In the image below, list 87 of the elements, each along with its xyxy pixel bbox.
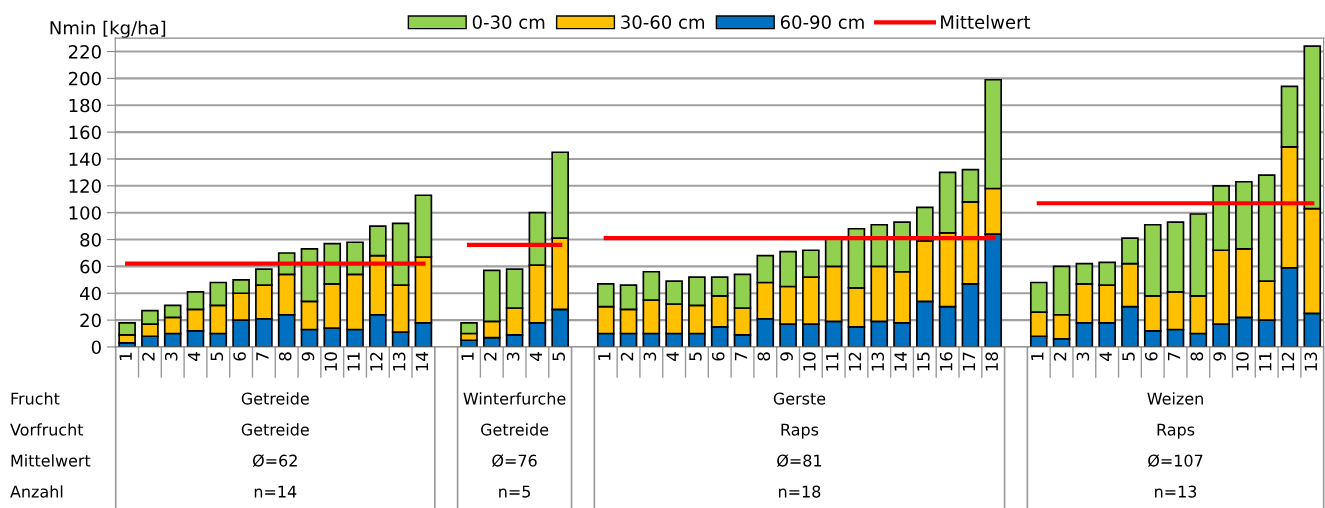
x-tick-label: 9	[301, 352, 315, 361]
x-tick-label: 18	[985, 352, 999, 371]
legend-label: 0-30 cm	[472, 15, 545, 29]
legend-label: 30-60 cm	[621, 15, 705, 29]
x-tick-label: 12	[1281, 352, 1295, 371]
text: n=13	[1155, 485, 1197, 498]
x-tick-label: 6	[1144, 352, 1158, 361]
x-tick-label: 1	[1031, 352, 1044, 360]
x-tick-label: 4	[187, 352, 201, 361]
text: Weizen	[1147, 392, 1203, 405]
x-tick-label: 5	[689, 352, 702, 361]
text: Anzahl	[10, 485, 63, 498]
text: Mittelwert	[11, 454, 91, 467]
text: Raps	[781, 423, 819, 439]
x-tick-label: 11	[1259, 352, 1272, 371]
x-tick-label: 12	[370, 352, 383, 371]
y-tick-label: 0	[91, 340, 101, 355]
x-tick-label: 16	[939, 352, 953, 371]
x-tick-label: 17	[962, 352, 976, 371]
text: Frucht	[11, 392, 60, 405]
x-tick-label: 3	[506, 352, 520, 361]
legend-label: Mittelwert	[941, 14, 1031, 29]
text: Raps	[1157, 423, 1195, 439]
text: Getreide	[481, 423, 549, 436]
x-tick-label: 8	[1190, 352, 1204, 361]
text: Ø=62	[252, 454, 297, 467]
x-tick-label: 1	[461, 352, 474, 360]
x-tick-label: 3	[1076, 352, 1090, 361]
x-tick-label: 11	[826, 352, 839, 371]
x-tick-label: 7	[734, 352, 748, 361]
text: n=5	[499, 485, 531, 498]
y-tick-label: 100	[69, 206, 101, 220]
x-tick-label: 13	[1304, 352, 1318, 371]
y-tick-label: 180	[69, 98, 101, 113]
x-tick-label: 9	[1213, 352, 1226, 361]
x-tick-label: 13	[392, 352, 406, 371]
x-tick-label: 15	[917, 352, 930, 371]
x-tick-label: 3	[643, 352, 657, 361]
x-tick-label: 2	[142, 352, 155, 361]
x-tick-label: 7	[1167, 352, 1181, 361]
legend-label: 60-90 cm	[780, 15, 864, 29]
text: Ø=76	[492, 454, 537, 467]
x-tick-label: 14	[894, 352, 907, 371]
y-tick-label: 60	[80, 259, 101, 274]
y-axis-title: Nmin [kg/ha]	[50, 20, 166, 39]
x-tick-label: 12	[848, 352, 862, 371]
x-tick-label: 6	[711, 352, 725, 361]
y-tick-label: 40	[79, 286, 101, 301]
y-tick-label: 140	[69, 152, 101, 167]
text: Getreide	[241, 423, 309, 436]
y-tick-label: 220	[68, 44, 101, 59]
x-tick-label: 4	[529, 352, 542, 361]
x-tick-label: 3	[164, 352, 178, 361]
y-tick-label: 20	[80, 313, 101, 328]
x-tick-label: 5	[210, 352, 224, 361]
x-tick-label: 4	[666, 352, 679, 361]
x-tick-label: 8	[278, 352, 292, 361]
x-tick-label: 7	[256, 352, 269, 361]
text: n=14	[254, 485, 297, 498]
x-tick-label: 14	[415, 352, 429, 371]
y-tick-label: 200	[68, 71, 101, 86]
x-tick-label: 13	[871, 352, 885, 371]
x-tick-label: 1	[598, 352, 611, 360]
y-tick-label: 80	[80, 232, 101, 247]
x-tick-label: 2	[484, 352, 497, 361]
x-tick-label: 8	[757, 352, 771, 361]
x-tick-label: 5	[1122, 352, 1135, 361]
text: Getreide	[241, 392, 309, 405]
x-tick-label: 10	[1236, 352, 1249, 371]
x-tick-label: 6	[233, 352, 246, 361]
x-tick-label: 9	[780, 352, 793, 361]
text: Winterfurche	[463, 392, 566, 405]
x-tick-label: 10	[324, 352, 338, 371]
x-tick-label: 1	[119, 352, 132, 360]
x-tick-label: 10	[803, 352, 816, 371]
x-tick-label: 11	[347, 352, 360, 371]
y-tick-label: 120	[69, 179, 101, 193]
x-tick-label: 2	[1053, 352, 1067, 361]
x-tick-label: 5	[552, 352, 565, 361]
y-tick-label: 160	[69, 125, 101, 140]
text: Ø=107	[1148, 454, 1203, 467]
text: Vorfrucht	[10, 423, 84, 436]
text: n=18	[779, 485, 821, 498]
text: Gerste	[773, 392, 826, 405]
x-tick-label: 2	[620, 352, 634, 361]
text: Ø=81	[777, 454, 822, 467]
x-tick-label: 4	[1099, 352, 1112, 361]
